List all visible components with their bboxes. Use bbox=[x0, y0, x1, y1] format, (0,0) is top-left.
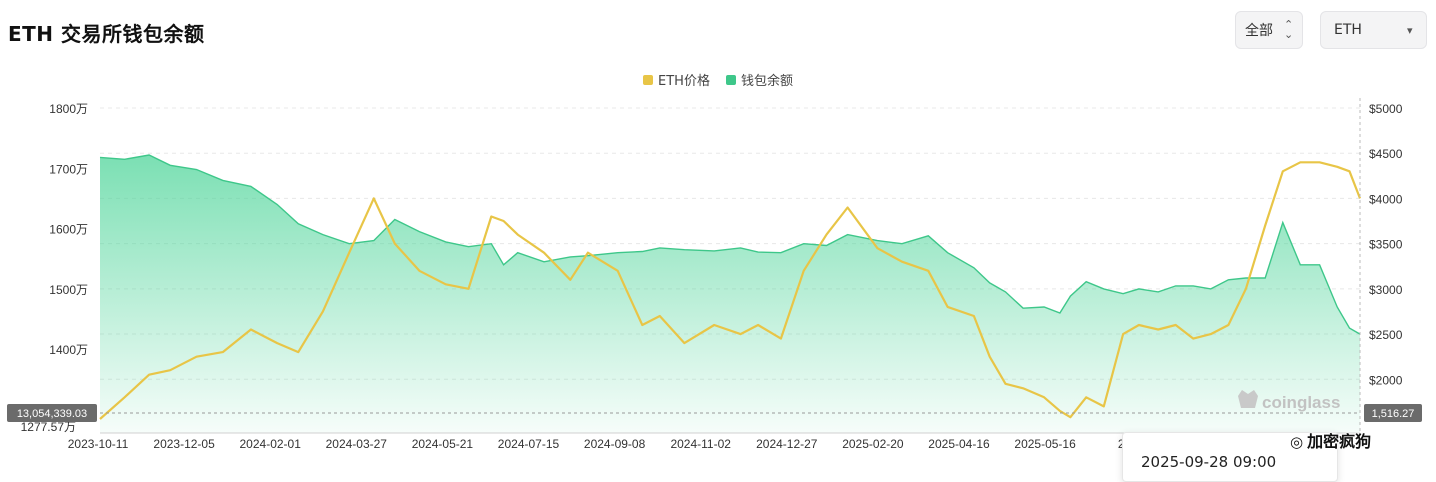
coinglass-watermark-text: coinglass bbox=[1262, 393, 1340, 412]
weibo-logo-icon: ◎ bbox=[1290, 433, 1304, 451]
y-right-tick-label: $4500 bbox=[1369, 147, 1403, 161]
legend-label-balance: 钱包余额 bbox=[740, 74, 793, 89]
coin-select[interactable]: ETH ▾ bbox=[1320, 11, 1427, 49]
x-tick-label: 2024-03-27 bbox=[326, 437, 388, 451]
y-left-tick-label: 1700万 bbox=[49, 162, 88, 176]
current-balance-badge: 13,054,339.03 bbox=[7, 404, 97, 422]
y-right-tick-label: $4000 bbox=[1369, 192, 1403, 206]
x-tick-label: 2024-05-21 bbox=[412, 437, 474, 451]
y-right-tick-label: $3500 bbox=[1369, 238, 1403, 252]
x-tick-label: 2024-07-15 bbox=[498, 437, 560, 451]
range-select[interactable]: 全部 ⌃ ⌄ bbox=[1235, 11, 1303, 49]
x-tick-label: 2024-12-27 bbox=[756, 437, 818, 451]
y-left-tick-label: 1800万 bbox=[49, 102, 88, 116]
caret-down-icon: ▾ bbox=[1407, 24, 1413, 37]
y-right-tick-label: $5000 bbox=[1369, 102, 1403, 116]
legend-swatch-price bbox=[643, 74, 654, 85]
legend-item-price[interactable]: ETH价格 bbox=[643, 70, 710, 89]
x-tick-label: 2025-02-20 bbox=[842, 437, 904, 451]
legend-label-price: ETH价格 bbox=[658, 74, 710, 89]
tooltip-date: 2025-09-28 09:00 bbox=[1141, 453, 1277, 471]
chart-legend: ETH价格 钱包余额 bbox=[0, 70, 1436, 89]
coinglass-logo-icon bbox=[1238, 390, 1258, 408]
x-tick-label: 2024-02-01 bbox=[240, 437, 302, 451]
y-left-tick-label: 1400万 bbox=[49, 343, 88, 357]
balance-line bbox=[99, 154, 1361, 335]
current-price-badge: 1,516.27 bbox=[1364, 404, 1422, 422]
coin-select-value: ETH bbox=[1334, 22, 1362, 38]
chart-canvas: 1800万 1700万 1600万 1500万 1400万 1277.57万 $5000 $4… bbox=[7, 98, 1422, 451]
y-left-tick-label: 1600万 bbox=[49, 223, 88, 237]
range-select-value: 全部 bbox=[1245, 23, 1273, 39]
social-watermark: ◎ 加密疯狗 bbox=[1290, 428, 1371, 452]
y-right-tick-label: $3000 bbox=[1369, 283, 1403, 297]
y-right-tick-label: $2000 bbox=[1369, 373, 1403, 387]
x-tick-label: 2025-04-16 bbox=[928, 437, 990, 451]
current-balance-badge-bg bbox=[7, 404, 97, 422]
current-price-value: 1,516.27 bbox=[1372, 408, 1415, 420]
y-right-tick-label: $2500 bbox=[1369, 328, 1403, 342]
page-title: ETH 交易所钱包余额 bbox=[8, 22, 205, 46]
x-tick-label: 2023-10-11 bbox=[68, 437, 129, 451]
x-tick-label: 2023-12-05 bbox=[153, 437, 215, 451]
balance-area bbox=[100, 155, 1360, 433]
x-tick-label: 2025-05-16 bbox=[1014, 437, 1076, 451]
coinglass-watermark: coinglass bbox=[1238, 390, 1340, 412]
current-price-badge-bg bbox=[1364, 404, 1422, 422]
social-watermark-text: 加密疯狗 bbox=[1307, 432, 1372, 451]
price-line bbox=[99, 161, 1362, 420]
current-balance-value: 13,054,339.03 bbox=[17, 408, 87, 420]
legend-item-balance[interactable]: 钱包余额 bbox=[725, 70, 793, 89]
y-left-tick-label: 1500万 bbox=[49, 283, 88, 297]
x-tick-label: 2024-09-08 bbox=[584, 437, 646, 451]
x-tick-label: 2024-11-02 bbox=[670, 437, 731, 451]
legend-swatch-balance bbox=[725, 74, 736, 85]
y-left-min-label: 1277.57万 bbox=[21, 420, 76, 434]
updown-chevron-icon: ⌃ ⌄ bbox=[1284, 18, 1294, 41]
